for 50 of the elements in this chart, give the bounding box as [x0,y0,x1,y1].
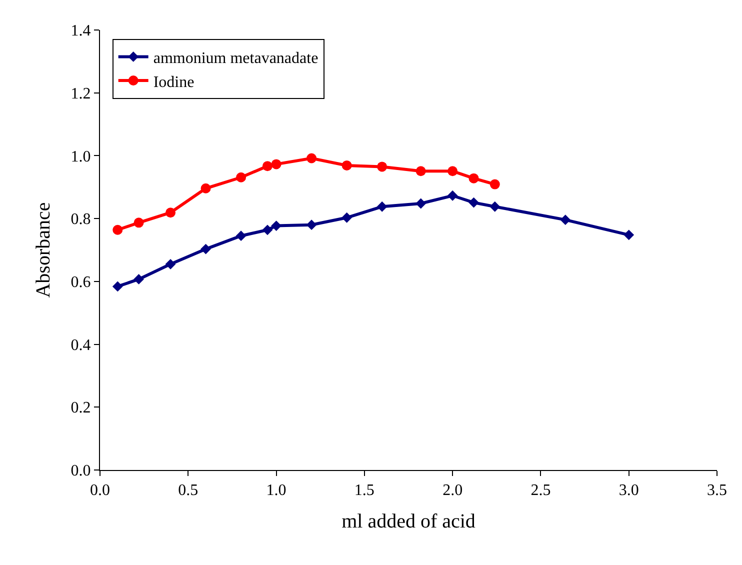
point [134,274,144,284]
x-tick-label: 2.0 [442,482,463,500]
x-tick-label: 3.0 [618,482,639,500]
x-tick-label: 0.5 [178,482,198,500]
point [200,183,211,194]
point [200,244,211,254]
point [262,224,273,236]
point [271,159,282,170]
y-tick-label: 0.0 [70,462,91,480]
legend-label: Iodine [153,74,194,91]
point [306,220,317,230]
point [112,224,123,235]
point [262,161,272,172]
point [468,173,479,184]
point [490,179,500,190]
point [447,190,458,201]
x-tick-label: 2.5 [530,482,551,500]
point [112,281,123,292]
x-tick-label: 3.5 [707,482,727,500]
point [468,197,479,208]
y-tick-label: 1.4 [70,22,91,40]
legend-label: ammonium metavanadate [153,50,318,67]
x-tick-label: 0.0 [90,482,110,500]
point [166,208,176,218]
point [416,198,426,209]
y-axis-title: Absorbance [32,202,54,298]
point [376,201,388,212]
x-tick-label: 1.0 [266,482,286,500]
point [306,153,317,164]
point [342,212,352,223]
point [236,172,246,182]
point [490,201,500,212]
y-tick-label: 1.0 [70,148,91,166]
x-axis-title: ml added of acid [342,510,476,533]
point [416,166,426,176]
x-tick-label: 1.5 [354,482,374,500]
y-tick-label: 0.6 [70,274,91,292]
point [134,218,144,228]
point [165,258,176,270]
point [377,162,388,172]
point [342,160,352,170]
y-tick-label: 1.2 [70,85,91,102]
y-tick-label: 0.4 [70,336,91,354]
point [271,220,282,231]
point [624,230,634,240]
y-tick-label: 0.8 [70,211,91,228]
point [560,214,571,226]
y-tick-label: 0.2 [70,400,91,417]
point [236,230,246,242]
point [448,166,458,176]
